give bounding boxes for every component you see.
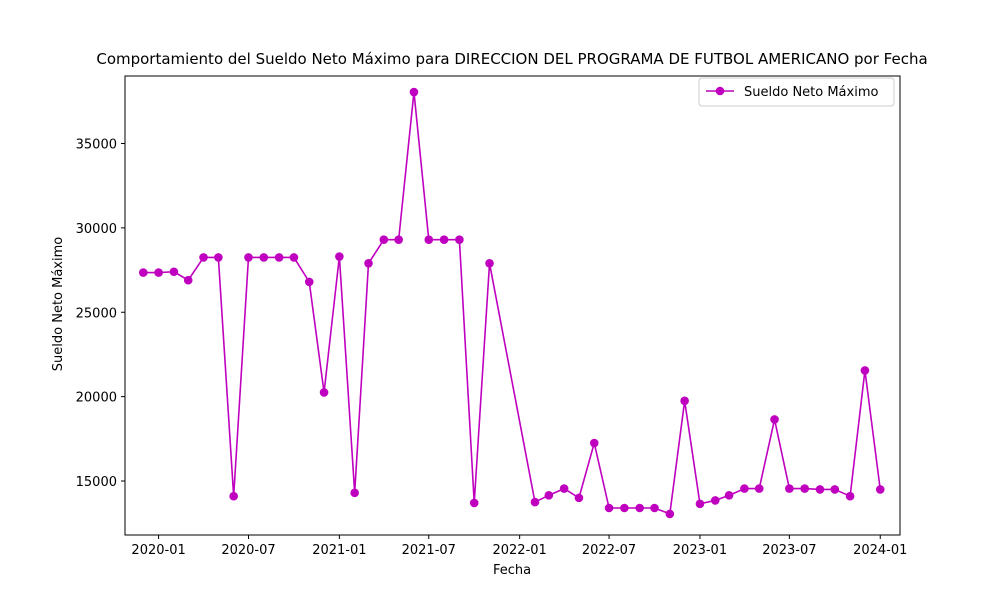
data-point (154, 268, 163, 277)
data-point (754, 484, 764, 493)
data-point (138, 268, 148, 277)
data-point (650, 503, 659, 513)
data-point (815, 485, 825, 494)
x-tick-label: 2022-01 (492, 543, 546, 558)
data-point (620, 503, 629, 513)
data-point (214, 253, 223, 262)
plot-frame (124, 75, 901, 536)
data-point (364, 259, 373, 268)
y-axis-label: Sueldo Neto Máximo (51, 237, 66, 371)
data-point (439, 235, 449, 244)
data-point (845, 491, 855, 501)
data-point (665, 509, 675, 519)
data-point (455, 235, 464, 244)
data-point (530, 497, 540, 507)
data-point (304, 277, 314, 287)
data-point (485, 259, 494, 268)
data-point (559, 484, 569, 493)
x-tick-label: 2020-01 (131, 543, 185, 558)
data-point (604, 503, 614, 513)
y-tick-label: 25000 (76, 306, 117, 321)
x-axis-label: Fecha (493, 563, 531, 578)
data-point (335, 252, 344, 261)
data-point (183, 275, 193, 285)
data-point (469, 498, 479, 508)
legend-marker-swatch (715, 86, 725, 96)
x-tick-label: 2021-01 (312, 543, 366, 558)
data-point (875, 485, 885, 494)
data-point (695, 499, 705, 509)
data-point (424, 235, 434, 244)
legend-box (698, 77, 895, 107)
data-point (394, 235, 403, 244)
data-point (710, 496, 720, 505)
data-point (785, 484, 794, 493)
x-tick-label: 2021-07 (402, 543, 456, 558)
legend-label: Sueldo Neto Máximo (744, 85, 878, 100)
data-point (289, 253, 299, 262)
data-point (199, 253, 208, 262)
data-point (169, 267, 179, 277)
legend: Sueldo Neto Máximo (698, 77, 895, 107)
data-point (319, 388, 329, 397)
data-point (574, 493, 584, 503)
x-tick-label: 2020-07 (221, 543, 275, 558)
y-tick-label: 35000 (76, 138, 117, 153)
chart-title: Comportamiento del Sueldo Neto Máximo pa… (96, 50, 927, 68)
data-point (724, 491, 734, 500)
x-tick-label: 2023-01 (673, 543, 727, 558)
plot-marks (138, 87, 885, 519)
y-tick-label: 15000 (76, 475, 117, 490)
y-tick-label: 20000 (76, 391, 117, 406)
axes: 2020-01 2020-07 2021-01 2021-07 2022-01 2022-… (76, 75, 907, 558)
x-tick-label: 2022-07 (582, 543, 636, 558)
data-point (350, 488, 359, 498)
data-point (589, 438, 599, 448)
data-point (770, 415, 779, 424)
data-point (274, 253, 284, 262)
x-tick-label: 2024-01 (853, 543, 907, 558)
data-point (409, 87, 419, 97)
x-tick-label: 2023-07 (762, 543, 816, 558)
data-point (800, 484, 809, 493)
data-point (830, 485, 840, 494)
data-point (259, 253, 269, 262)
data-point (244, 253, 253, 262)
data-point (740, 484, 749, 493)
data-point (860, 366, 870, 375)
data-point (680, 396, 689, 406)
data-point (635, 503, 644, 513)
data-point (544, 491, 554, 500)
data-point (229, 491, 238, 501)
y-tick-label: 30000 (76, 222, 117, 237)
data-point (379, 235, 389, 244)
